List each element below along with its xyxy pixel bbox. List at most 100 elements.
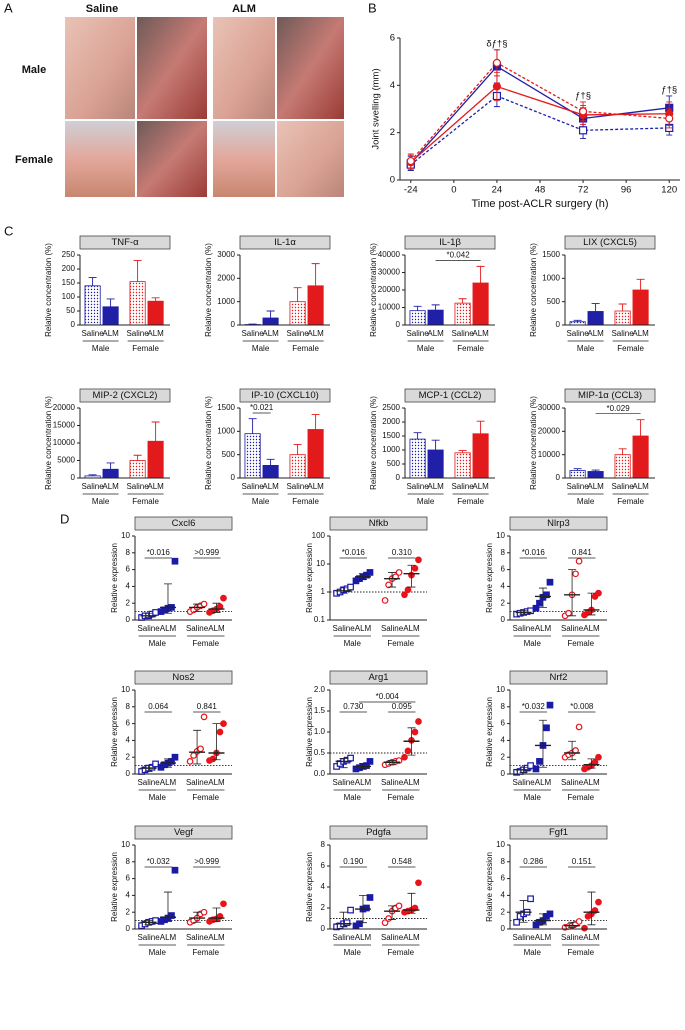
group-label: Female [617,344,644,353]
group-label: Female [132,344,159,353]
bar [614,310,631,326]
title-box [134,516,233,531]
bar [129,460,146,479]
comparison-label: *0.016 [147,548,171,557]
chart-title: Fgf1 [549,827,568,838]
x-tick-label: ALM [583,933,600,942]
x-tick-label: ALM [147,482,164,491]
x-tick-label: ALM [208,778,225,787]
y-axis-label: Relative concentration (%) [204,396,213,490]
y-tick-label: 8 [501,857,506,866]
point [527,762,534,769]
group-label: Male [252,344,270,353]
point [532,765,540,773]
series-line [410,95,670,166]
point [575,723,583,731]
y-tick-label: 2 [501,907,506,916]
error-bar [151,421,160,442]
x-tick-label: ALM [632,482,649,491]
y-tick-label: 0 [501,615,506,624]
annotation: ƒ†§ [575,90,591,101]
error-bar [519,900,528,923]
photo [277,17,344,119]
y-axis-label: Relative concentration (%) [44,243,53,337]
y-tick-label: 8 [501,548,506,557]
y-tick-label: 1000 [217,297,235,306]
bar [84,285,101,326]
y-tick-label: 6 [126,719,131,728]
y-tick-label: 5000 [57,456,75,465]
group-label: Male [577,344,595,353]
y-tick-label: 10 [121,531,130,540]
error-bar [151,297,160,302]
group-label: Male [149,793,167,802]
x-tick-label: Saline [186,933,209,942]
point [543,724,550,732]
group-label: Female [617,497,644,506]
bar [147,440,164,479]
y-tick-label: 10 [496,685,505,694]
point [401,591,408,599]
row-label: Male [22,64,46,76]
bar [454,302,471,326]
comparison-label: *0.021 [250,403,274,412]
point [581,924,588,932]
group-label: Male [92,344,110,353]
x-tick-label: ALM [355,778,372,787]
title-box [239,235,331,250]
comparison-label: 0.841 [572,548,593,557]
x-tick-label: Saline [451,329,474,338]
y-tick-label: 1 [321,587,326,596]
y-tick-label: 6 [126,565,131,574]
y-tick-label: 1500 [382,431,400,440]
point [171,557,179,565]
point [385,915,392,922]
chart-title: Arg1 [368,672,388,683]
y-tick-label: 4 [390,80,395,91]
error-bar [163,583,172,614]
title-box [329,670,428,685]
point [404,747,412,755]
chart-title: MIP-2 (CXCL2) [93,390,158,401]
bar [569,470,586,479]
error-bar [339,758,348,769]
panel-label: C [4,223,13,238]
x-tick-label: Saline [451,482,474,491]
bar [587,311,604,326]
point [595,589,602,597]
comparison-label: 0.841 [197,702,218,711]
point [595,898,602,906]
group-label: Female [567,639,594,648]
y-tick-label: 2 [501,598,506,607]
error-bar [568,740,577,761]
y-tick-label: 0.1 [314,615,326,624]
y-tick-label: 0 [126,924,131,933]
y-tick-label: 2000 [217,273,235,282]
bar [262,464,279,479]
error-bar [293,443,302,455]
x-tick-label: 0 [451,185,456,196]
y-tick-label: 4 [126,891,131,900]
comparison-label: 0.095 [392,702,413,711]
group-label: Female [292,497,319,506]
error-bar [106,462,115,470]
chart-title: LIX (CXCL5) [583,237,637,248]
chart-title: IL-1β [439,237,461,248]
x-tick-label: ALM [147,329,164,338]
x-tick-label: Saline [332,933,355,942]
y-axis-label: Relative expression [110,852,119,922]
y-tick-label: 0 [396,320,401,329]
error-bar [248,418,257,434]
error-bar [618,448,627,455]
y-tick-label: 0 [126,769,131,778]
x-tick-label: ALM [262,482,279,491]
comparison-label: >0.999 [194,548,219,557]
photo-grid [65,17,344,197]
photo [213,17,275,119]
error-bar [212,602,221,613]
y-tick-label: 150 [62,278,76,287]
x-tick-label: ALM [583,778,600,787]
error-bar [193,729,202,765]
error-bar [106,298,115,307]
x-tick-label: Saline [561,778,584,787]
